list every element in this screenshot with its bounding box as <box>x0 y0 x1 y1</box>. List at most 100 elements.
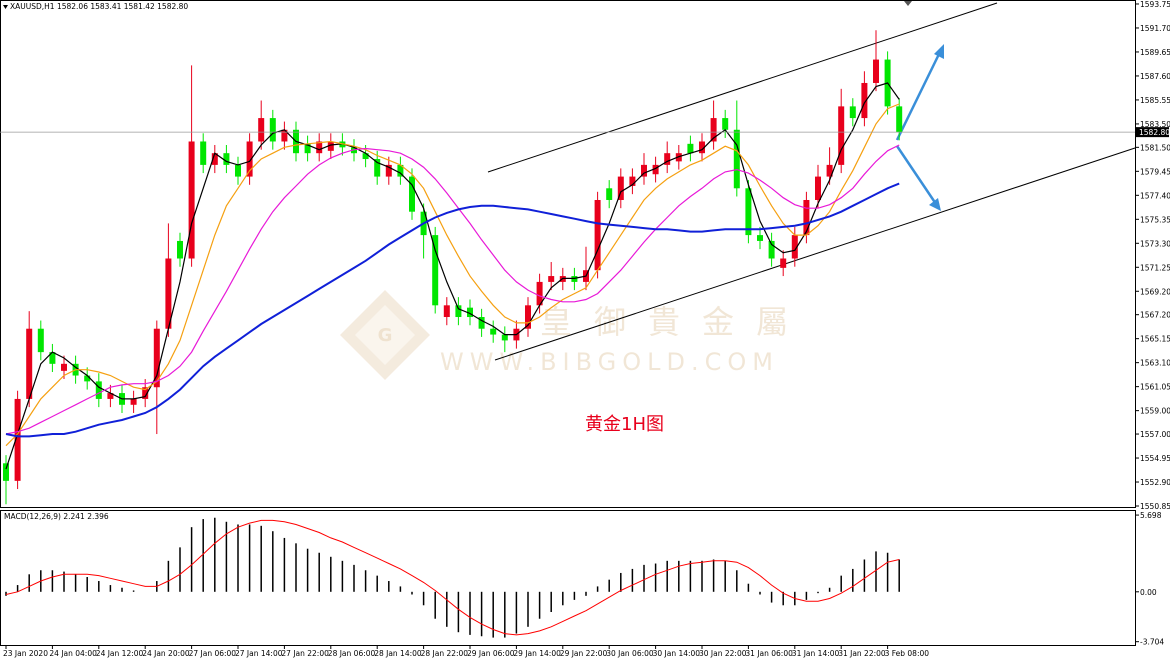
x-tick-label: 28 Jan 06:00 <box>328 649 376 658</box>
y-tick-label: 1567.20 <box>1140 311 1170 320</box>
y-tick-label: 1579.45 <box>1140 167 1170 176</box>
y-tick-label: 1561.05 <box>1140 383 1170 392</box>
candle-body <box>641 164 647 177</box>
x-tick-label: 30 Jan 22:00 <box>699 649 747 658</box>
candle-body <box>710 118 717 142</box>
y-tick-label: 1559.00 <box>1140 407 1170 416</box>
candle-body <box>281 129 288 142</box>
candle-body <box>815 176 821 200</box>
candle-body <box>861 82 868 119</box>
candle-body <box>235 164 241 177</box>
candle-body <box>84 375 91 382</box>
candle-body <box>490 328 497 335</box>
moving-average <box>5 103 900 447</box>
x-tick-label: 28 Jan 14:00 <box>374 649 422 658</box>
x-tick-label: 30 Jan 14:00 <box>653 649 701 658</box>
watermark-text: 皇御貴金屬 <box>540 303 810 341</box>
candle-body <box>107 393 114 399</box>
x-tick-label: 3 Feb 08:00 <box>885 649 930 658</box>
shift-marker <box>904 1 912 6</box>
x-tick-label: 31 Jan 14:00 <box>792 649 840 658</box>
candle-body <box>142 387 149 399</box>
candle-body <box>37 328 44 353</box>
candle-body <box>873 59 879 83</box>
candle-body <box>409 176 415 212</box>
candle-body <box>849 106 856 119</box>
channel-lower <box>494 147 1136 361</box>
candle-body <box>455 305 462 318</box>
candle-body <box>165 258 172 329</box>
candle-body <box>432 235 439 306</box>
candle-body <box>745 188 752 236</box>
candle-body <box>188 141 195 259</box>
candle-body <box>826 164 833 177</box>
x-tick-label: 31 Jan 22:00 <box>838 649 886 658</box>
y-tick-label: 1565.15 <box>1140 335 1170 344</box>
moving-average <box>5 82 900 470</box>
candle-body <box>791 235 798 259</box>
candle-body <box>316 141 323 154</box>
x-tick-label: 29 Jan 14:00 <box>513 649 561 658</box>
x-tick-label: 29 Jan 22:00 <box>560 649 608 658</box>
candle-body <box>629 176 636 186</box>
candle-body <box>478 317 485 329</box>
x-tick-label: 27 Jan 22:00 <box>281 649 329 658</box>
candle-body <box>211 153 218 165</box>
candle-body <box>467 307 473 318</box>
arrow-head <box>934 44 944 59</box>
arrow-up <box>895 51 942 141</box>
header-icon <box>3 5 8 9</box>
candle-body <box>95 381 102 399</box>
candle-body <box>722 118 729 130</box>
y-tick-label: 1583.50 <box>1140 120 1170 129</box>
candle-body <box>362 153 369 160</box>
candle-body <box>26 328 33 399</box>
x-tick-label: 27 Jan 14:00 <box>235 649 283 658</box>
x-tick-label: 28 Jan 22:00 <box>421 649 469 658</box>
x-tick-label: 24 Jan 04:00 <box>49 649 97 658</box>
price-label: 1582.80 <box>1139 128 1170 137</box>
candle-body <box>606 188 613 200</box>
y-tick-label: 1581.50 <box>1140 143 1170 152</box>
x-tick-label: 24 Jan 12:00 <box>96 649 144 658</box>
arrow-down <box>895 145 938 205</box>
candle-body <box>49 352 56 364</box>
y-tick-label: 1587.60 <box>1140 72 1170 81</box>
candle-body <box>501 334 508 341</box>
candle-body <box>548 276 555 282</box>
caption: 黄金1H图 <box>585 414 664 435</box>
candle-body <box>757 235 763 241</box>
x-tick-label: 23 Jan 2020 <box>3 649 48 658</box>
candle-body <box>3 463 9 481</box>
macd-y-tick-label: 0.00 <box>1140 588 1157 597</box>
y-tick-label: 1593.75 <box>1140 0 1170 9</box>
candle-body <box>652 164 659 175</box>
y-tick-label: 1554.95 <box>1140 454 1170 463</box>
channel-upper <box>487 2 998 173</box>
y-tick-label: 1569.20 <box>1140 287 1170 296</box>
y-tick-label: 1575.35 <box>1140 215 1170 224</box>
candle-body <box>838 106 845 165</box>
candle-body <box>258 118 265 142</box>
candle-body <box>525 305 531 329</box>
y-tick-label: 1571.25 <box>1140 263 1170 272</box>
moving-average <box>5 144 900 435</box>
y-tick-label: 1573.30 <box>1140 239 1170 248</box>
candle-body <box>61 363 67 371</box>
macd-title: MACD(12,26,9) 2.241 2.396 <box>4 512 109 521</box>
candle-body <box>153 328 160 388</box>
y-tick-label: 1577.40 <box>1140 191 1170 200</box>
candle-body <box>687 143 694 154</box>
candle-body <box>130 398 137 405</box>
candle-body <box>699 141 705 154</box>
x-tick-label: 30 Jan 06:00 <box>606 649 654 658</box>
watermark: G 皇御貴金屬 WWW.BIBGOLD.COM <box>340 290 810 380</box>
y-tick-label: 1557.00 <box>1140 430 1170 439</box>
candle-body <box>443 305 450 318</box>
macd-y-tick-label: 5.698 <box>1140 511 1162 520</box>
macd-signal <box>5 519 900 636</box>
y-tick-label: 1550.85 <box>1140 502 1170 511</box>
candle-body <box>269 118 276 142</box>
x-tick-label: 27 Jan 06:00 <box>189 649 237 658</box>
